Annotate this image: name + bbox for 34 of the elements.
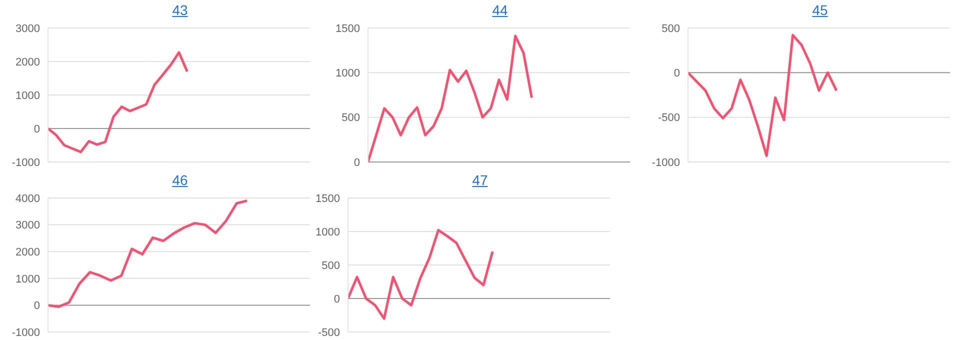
y-tick-label: 1000 xyxy=(316,226,340,238)
line-series xyxy=(48,51,188,154)
y-tick-label: 1000 xyxy=(16,90,40,102)
line-series xyxy=(368,34,533,162)
y-tick-label: 0 xyxy=(34,123,40,136)
line-series xyxy=(48,199,248,308)
y-tick-label: 1500 xyxy=(336,22,360,35)
y-tick-label: -500 xyxy=(658,112,680,124)
y-tick-label: -500 xyxy=(318,326,340,339)
y-tick-label: -1000 xyxy=(652,156,680,169)
y-tick-label: 1500 xyxy=(316,192,340,205)
y-tick-label: -1000 xyxy=(12,326,40,339)
y-tick-label: 0 xyxy=(354,156,360,169)
line-series xyxy=(348,228,494,320)
y-tick-label: 2000 xyxy=(16,246,40,259)
chart-title: 46 xyxy=(171,171,189,190)
line-series xyxy=(688,34,838,157)
y-tick-label: 0 xyxy=(674,68,680,80)
y-tick-label: 1000 xyxy=(16,273,40,286)
chart-title: 45 xyxy=(811,1,829,20)
y-tick-label: 4000 xyxy=(16,192,40,205)
y-tick-label: 3000 xyxy=(16,220,40,232)
y-tick-label: 500 xyxy=(342,112,360,124)
y-tick-label: 3000 xyxy=(16,22,40,35)
chart-title: 43 xyxy=(171,1,189,20)
chart-title: 44 xyxy=(491,1,509,20)
y-tick-label: 0 xyxy=(334,293,340,306)
y-tick-label: 0 xyxy=(34,300,40,312)
y-tick-label: 500 xyxy=(662,22,680,35)
y-tick-label: 2000 xyxy=(16,56,40,68)
y-tick-label: -1000 xyxy=(12,156,40,169)
chart-title: 47 xyxy=(471,171,489,190)
y-tick-label: 1000 xyxy=(336,68,360,80)
y-tick-label: 500 xyxy=(322,260,340,272)
